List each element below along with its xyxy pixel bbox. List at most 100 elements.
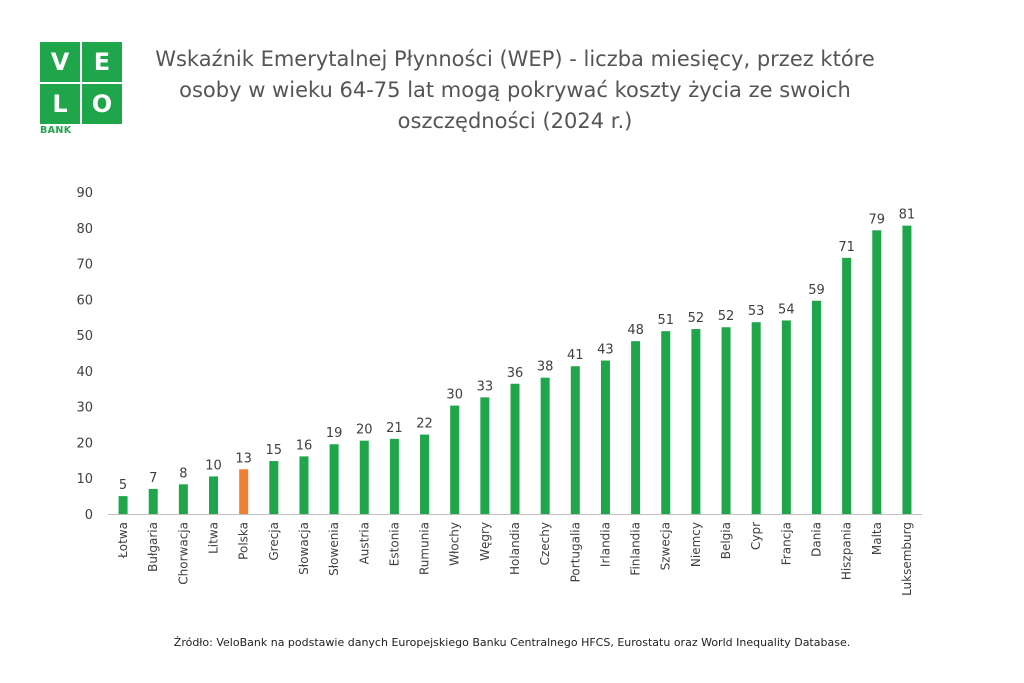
x-tick-label: Dania <box>809 522 823 557</box>
data-label: 38 <box>537 360 554 375</box>
y-tick-label: 80 <box>76 222 93 237</box>
x-tick-label: Portugalia <box>568 522 582 582</box>
y-tick-label: 10 <box>76 472 93 487</box>
x-tick-label: Francja <box>779 522 793 565</box>
logo-letter-o: O <box>82 84 122 124</box>
bar <box>299 456 309 514</box>
bar <box>178 484 188 514</box>
logo-subtitle: BANK <box>40 125 72 136</box>
x-tick-label: Czechy <box>538 522 552 565</box>
x-tick-label: Malta <box>870 522 884 555</box>
data-label: 20 <box>356 423 373 438</box>
bar <box>359 440 369 514</box>
bar <box>209 476 219 514</box>
source-note: Źródło: VeloBank na podstawie danych Eur… <box>173 636 851 649</box>
x-tick-label: Włochy <box>448 522 462 566</box>
bar <box>510 383 520 514</box>
x-tick-label: Cypr <box>749 522 763 550</box>
x-tick-label: Estonia <box>387 522 401 566</box>
data-label: 16 <box>296 438 313 453</box>
data-label: 15 <box>266 443 283 458</box>
data-label: 10 <box>205 458 222 473</box>
x-tick-label: Łotwa <box>116 522 130 559</box>
bar <box>600 360 610 514</box>
data-label: 71 <box>838 240 855 255</box>
x-tick-label: Holandia <box>508 522 522 575</box>
data-label: 51 <box>657 313 674 328</box>
x-tick-label: Węgry <box>478 522 492 561</box>
data-label: 48 <box>627 323 644 338</box>
y-tick-label: 40 <box>76 365 93 380</box>
y-tick-label: 60 <box>76 293 93 308</box>
bar <box>389 438 399 514</box>
data-label: 53 <box>748 304 765 319</box>
bar <box>148 488 158 514</box>
data-label: 59 <box>808 283 825 298</box>
x-tick-label: Szwecja <box>659 522 673 570</box>
data-label: 36 <box>507 366 524 381</box>
y-tick-label: 50 <box>76 329 93 344</box>
data-label: 79 <box>869 212 886 227</box>
bar <box>480 397 490 514</box>
bar <box>721 327 731 514</box>
y-tick-label: 30 <box>76 401 93 416</box>
data-label: 5 <box>119 478 127 493</box>
bar <box>631 341 641 514</box>
bar <box>420 434 430 514</box>
data-label: 43 <box>597 343 614 358</box>
x-tick-label: Litwa <box>207 522 221 554</box>
x-tick-label: Hiszpania <box>840 522 854 580</box>
data-label: 8 <box>179 466 187 481</box>
bar <box>751 322 761 514</box>
x-tick-label: Niemcy <box>689 522 703 567</box>
data-label: 81 <box>899 208 916 223</box>
bar <box>269 461 279 514</box>
bar <box>661 331 671 514</box>
x-tick-label: Słowacja <box>297 522 311 575</box>
bar <box>691 329 701 514</box>
x-tick-label: Rumunia <box>418 522 432 575</box>
bar <box>570 366 580 514</box>
bar <box>872 230 882 514</box>
y-tick-label: 70 <box>76 258 93 273</box>
x-tick-label: Luksemburg <box>900 522 914 596</box>
data-label: 7 <box>149 471 157 486</box>
bar <box>842 257 852 514</box>
x-tick-label: Słowenia <box>327 522 341 576</box>
logo-letter-e: E <box>82 42 122 82</box>
bar <box>781 320 791 514</box>
x-tick-label: Belgia <box>719 522 733 559</box>
y-tick-label: 90 <box>76 186 93 201</box>
x-tick-label: Polska <box>237 522 251 560</box>
y-tick-label: 0 <box>85 508 93 523</box>
data-label: 22 <box>416 417 433 432</box>
x-tick-label: Chorwacja <box>176 522 190 585</box>
y-tick-label: 20 <box>76 436 93 451</box>
data-label: 13 <box>235 451 252 466</box>
x-tick-label: Irlandia <box>598 522 612 567</box>
x-tick-label: Finlandia <box>629 522 643 576</box>
x-tick-label: Austria <box>357 522 371 564</box>
logo-letter-v: V <box>40 42 80 82</box>
velobank-logo: V E L O BANK <box>40 42 122 136</box>
chart-title: Wskaźnik Emerytalnej Płynności (WEP) - l… <box>155 47 875 133</box>
data-label: 52 <box>718 309 735 324</box>
x-tick-label: Grecja <box>267 522 281 561</box>
logo-letter-l: L <box>40 84 80 124</box>
data-label: 30 <box>446 388 463 403</box>
bar <box>450 405 460 514</box>
data-label: 33 <box>477 379 494 394</box>
bar <box>811 300 821 514</box>
bar <box>902 225 912 514</box>
data-label: 19 <box>326 426 343 441</box>
logo-grid: V E L O <box>40 42 122 124</box>
bar <box>329 444 339 514</box>
bar <box>239 469 249 514</box>
x-tick-label: Bułgaria <box>146 522 160 572</box>
data-label: 52 <box>688 311 705 326</box>
bar <box>540 377 550 514</box>
data-label: 21 <box>386 421 403 436</box>
data-label: 54 <box>778 302 795 317</box>
